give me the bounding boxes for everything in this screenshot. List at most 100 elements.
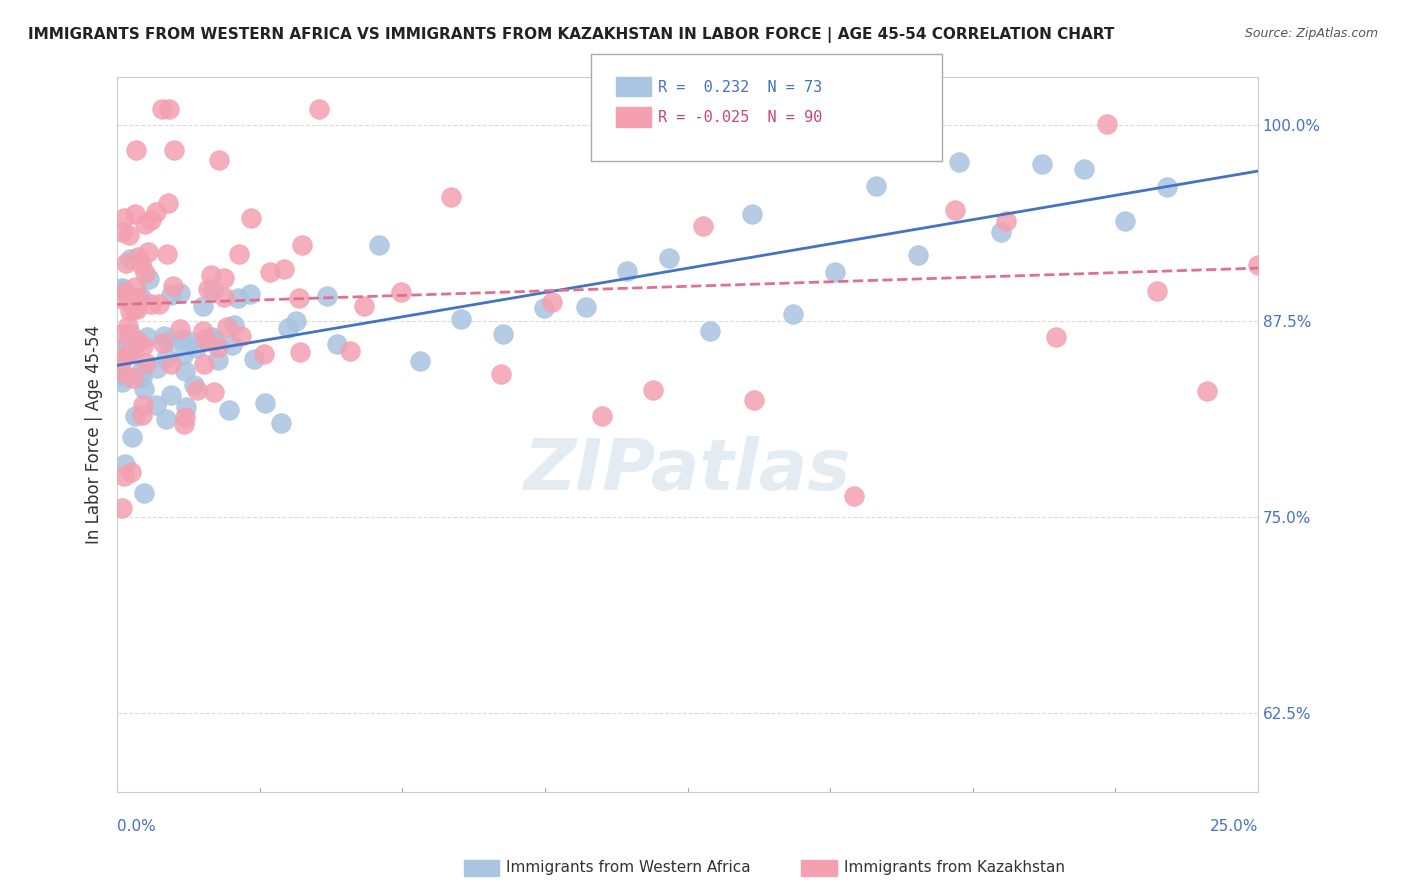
Point [533,301,555,315]
Point [194,332,217,346]
Point [124,409,146,424]
Point [844,489,866,503]
Point [117,337,139,351]
Point [111,344,134,359]
Point [259,265,281,279]
Point [270,416,292,430]
Y-axis label: In Labor Force | Age 45-54: In Labor Force | Age 45-54 [86,325,103,544]
Point [114,458,136,472]
Point [450,311,472,326]
Point [240,211,263,226]
Point [173,417,195,432]
Point [824,264,846,278]
Point [193,324,215,338]
Point [907,248,929,262]
Point [121,343,143,357]
Point [1197,384,1219,398]
Point [409,354,432,368]
Point [118,326,141,340]
Point [277,321,299,335]
Point [121,430,143,444]
Point [112,350,135,364]
Point [215,320,238,334]
Point [865,178,887,193]
Point [120,304,142,318]
Point [212,290,235,304]
Point [326,337,349,351]
Point [134,217,156,231]
Point [228,247,250,261]
Point [156,195,179,210]
Point [129,364,152,378]
Point [742,393,765,408]
Point [389,285,412,299]
Text: IMMIGRANTS FROM WESTERN AFRICA VS IMMIGRANTS FROM KAZAKHSTAN IN LABOR FORCE | AG: IMMIGRANTS FROM WESTERN AFRICA VS IMMIGR… [28,27,1115,43]
Point [224,318,246,333]
Point [1095,117,1118,131]
Point [221,338,243,352]
Point [616,264,638,278]
Point [138,272,160,286]
Point [163,143,186,157]
Point [148,297,170,311]
Point [1073,162,1095,177]
Point [112,368,135,383]
Point [153,329,176,343]
Point [118,252,141,266]
Point [111,365,134,379]
Text: Immigrants from Kazakhstan: Immigrants from Kazakhstan [844,861,1064,875]
Point [197,282,219,296]
Text: R = -0.025  N = 90: R = -0.025 N = 90 [658,111,823,125]
Point [124,207,146,221]
Point [440,190,463,204]
Point [125,143,148,157]
Point [253,396,276,410]
Point [353,299,375,313]
Point [139,297,162,311]
Text: 25.0%: 25.0% [1209,819,1258,834]
Point [117,347,139,361]
Point [156,334,179,348]
Point [201,330,224,344]
Point [367,238,389,252]
Point [127,291,149,305]
Point [218,403,240,417]
Point [150,102,173,116]
Point [172,348,194,362]
Point [207,340,229,354]
Point [111,293,134,307]
Point [1114,214,1136,228]
Text: ZIPatlas: ZIPatlas [524,436,851,505]
Point [131,371,153,385]
Point [204,333,226,347]
Point [202,385,225,400]
Point [540,295,562,310]
Point [990,225,1012,239]
Point [169,285,191,300]
Point [741,206,763,220]
Point [229,328,252,343]
Point [152,335,174,350]
Point [193,357,215,371]
Point [1045,330,1067,344]
Point [692,219,714,234]
Point [125,301,148,316]
Point [291,238,314,252]
Point [699,324,721,338]
Point [1247,259,1270,273]
Text: Immigrants from Western Africa: Immigrants from Western Africa [506,861,751,875]
Point [117,318,139,333]
Point [243,352,266,367]
Point [943,202,966,217]
Point [226,291,249,305]
Point [782,307,804,321]
Point [111,225,134,239]
Point [252,347,274,361]
Point [273,261,295,276]
Point [202,283,225,297]
Point [145,398,167,412]
Point [948,155,970,169]
Point [169,322,191,336]
Point [127,334,149,348]
Point [134,486,156,500]
